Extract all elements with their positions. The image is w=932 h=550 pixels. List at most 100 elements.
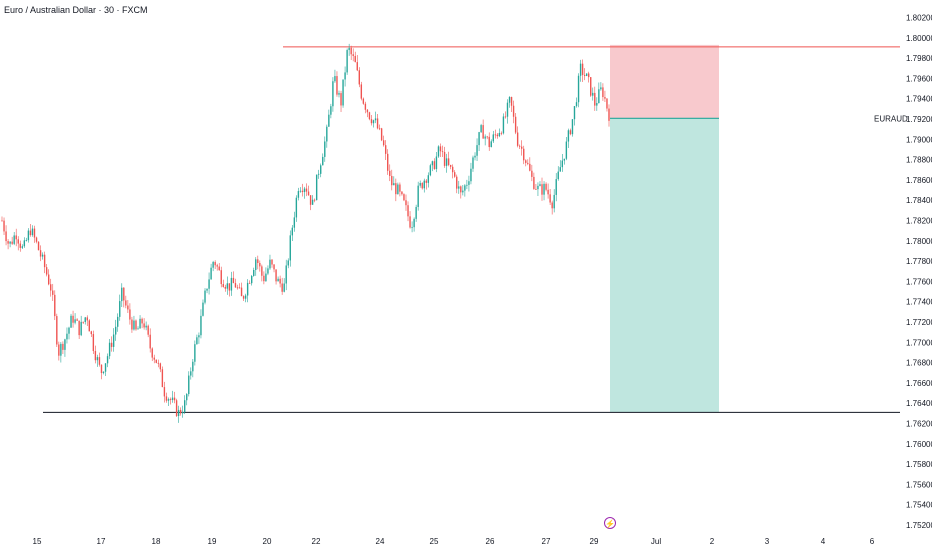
price-tick-label: 1.78200: [906, 217, 932, 226]
candle-body: [585, 73, 588, 76]
candle-body: [328, 114, 330, 127]
candle-body: [232, 277, 235, 284]
candle-body: [29, 230, 32, 236]
candle-body: [181, 412, 184, 414]
candle-body: [366, 109, 369, 113]
candle-body: [119, 301, 121, 317]
candle-body: [50, 284, 52, 291]
date-tick-label: 29: [590, 537, 599, 546]
candle-body: [1, 220, 3, 222]
candle-body: [17, 239, 19, 244]
candle-body: [45, 267, 48, 275]
price-tick-label: 1.79400: [906, 95, 932, 104]
candle-body: [106, 356, 109, 364]
candle-body: [309, 195, 312, 205]
candle-body: [263, 275, 265, 282]
price-tick-label: 1.75400: [906, 501, 932, 510]
candle-body: [587, 73, 590, 78]
candle-body: [541, 184, 543, 195]
candle-body: [13, 235, 15, 244]
candle-body: [474, 155, 476, 158]
candles: [1, 43, 610, 423]
price-tick-label: 1.77600: [906, 277, 932, 286]
candle-body: [244, 295, 247, 299]
candle-body: [405, 200, 407, 206]
price-tick-label: 1.79200: [906, 115, 932, 124]
candle-body: [7, 241, 9, 244]
candle-body: [200, 315, 202, 336]
candle-body: [547, 189, 549, 195]
candle-body: [492, 134, 494, 142]
candle-body: [9, 241, 11, 244]
price-tick-label: 1.77000: [906, 338, 932, 347]
candle-body: [464, 185, 466, 191]
candle-body: [248, 282, 251, 284]
candle-body: [117, 316, 119, 327]
candle-body: [427, 175, 430, 183]
candle-body: [70, 315, 72, 328]
candle-body: [320, 165, 322, 174]
candle-body: [19, 243, 21, 248]
candle-body: [494, 134, 497, 136]
candle-body: [411, 227, 413, 229]
candle-body: [521, 146, 523, 149]
candle-body: [110, 342, 113, 347]
candle-body: [230, 277, 233, 291]
candle-body: [135, 320, 137, 330]
candle-body: [149, 334, 151, 349]
candle-body: [291, 227, 294, 236]
candle-body: [579, 63, 582, 76]
candle-body: [220, 270, 222, 285]
candle-body: [395, 183, 397, 195]
candle-body: [297, 191, 300, 198]
candle-body: [98, 357, 101, 365]
candle-body: [391, 175, 393, 186]
take-profit-zone: [610, 118, 719, 413]
candle-body: [330, 106, 332, 115]
date-tick-label: 22: [312, 537, 321, 546]
candle-body: [25, 240, 28, 241]
candle-body: [153, 357, 155, 360]
event-circle: [604, 517, 616, 529]
candle-body: [281, 283, 283, 292]
candle-body: [145, 325, 147, 328]
candle-body: [86, 317, 88, 321]
candle-body: [486, 136, 488, 138]
candle-body: [498, 132, 501, 137]
candle-body: [37, 241, 40, 251]
price-tick-label: 1.79800: [906, 54, 932, 63]
candle-body: [352, 54, 354, 56]
candle-body: [76, 319, 78, 321]
candle-body: [62, 343, 64, 350]
candle-body: [417, 185, 419, 207]
candle-body: [527, 162, 529, 164]
candle-body: [303, 188, 306, 193]
candle-body: [123, 287, 125, 301]
candle-body: [496, 134, 499, 137]
candle-body: [275, 269, 277, 282]
candle-body: [439, 146, 442, 152]
candle-body: [518, 145, 521, 147]
price-tick-label: 1.77400: [906, 298, 932, 307]
candle-body: [80, 321, 82, 336]
candle-body: [246, 282, 249, 296]
candle-body: [31, 228, 34, 236]
candle-body: [488, 136, 490, 148]
candle-body: [112, 334, 115, 347]
candle-body: [295, 197, 298, 218]
candle-body: [74, 319, 76, 323]
candle-body: [449, 164, 452, 167]
candle-body: [68, 327, 70, 334]
candle-body: [47, 274, 50, 285]
candle-body: [336, 76, 338, 95]
candle-body: [523, 148, 525, 161]
candle-body: [456, 176, 458, 189]
candle-body: [313, 199, 316, 201]
candle-body: [360, 84, 363, 99]
candle-body: [537, 185, 539, 190]
candle-body: [255, 259, 257, 271]
candle-body: [127, 305, 129, 310]
candle-body: [602, 87, 604, 98]
event-flash-icon[interactable]: ⚡: [604, 517, 616, 529]
